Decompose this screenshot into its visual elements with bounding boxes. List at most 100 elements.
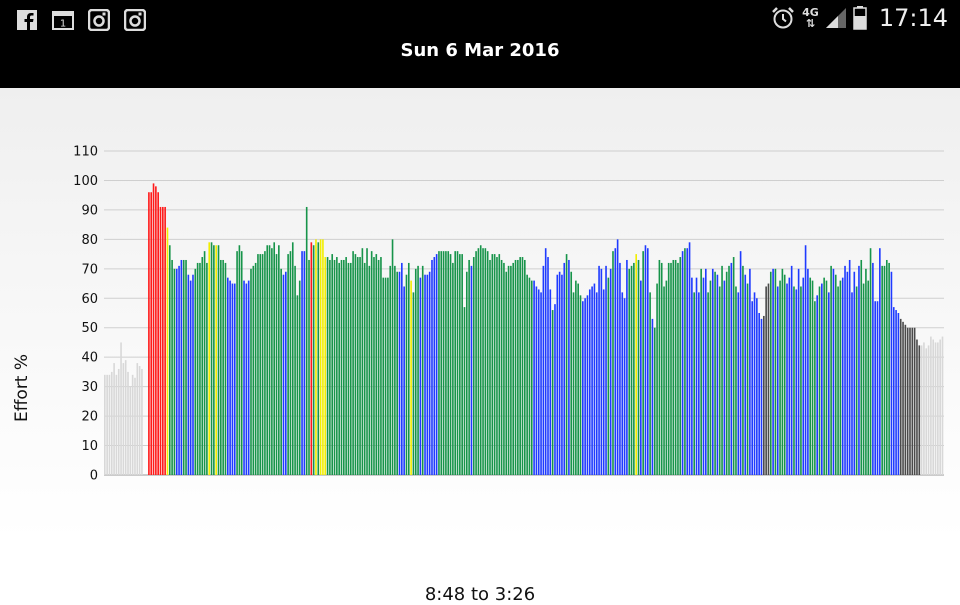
- bar: [746, 283, 749, 475]
- bar: [695, 277, 698, 475]
- bar: [660, 262, 663, 475]
- bar: [674, 259, 677, 475]
- bar: [653, 327, 656, 475]
- bar: [628, 268, 631, 475]
- bar: [844, 265, 846, 475]
- bar: [807, 268, 809, 475]
- bar: [496, 257, 498, 475]
- bar: [361, 248, 364, 475]
- bar: [210, 242, 213, 475]
- bar: [326, 257, 329, 475]
- bar: [296, 295, 299, 475]
- bar: [377, 259, 380, 475]
- bar: [380, 257, 382, 475]
- bar: [700, 268, 702, 475]
- bar: [356, 257, 359, 475]
- bar: [816, 295, 818, 475]
- bar: [865, 268, 867, 475]
- bar: [189, 280, 192, 475]
- bar: [113, 363, 115, 475]
- bar: [902, 321, 904, 475]
- bar: [131, 374, 134, 475]
- bar: [363, 262, 366, 475]
- bar: [786, 283, 788, 475]
- bar: [124, 360, 127, 475]
- bar: [201, 257, 204, 475]
- bar: [475, 251, 477, 475]
- bar: [317, 242, 320, 475]
- y-tick-label: 20: [81, 410, 98, 425]
- bar: [194, 268, 197, 475]
- bar: [336, 257, 338, 475]
- bar: [642, 251, 644, 475]
- bar: [765, 286, 767, 475]
- bar: [635, 254, 637, 475]
- y-tick-label: 100: [73, 174, 98, 189]
- bar: [698, 292, 700, 475]
- bar: [644, 245, 647, 475]
- bar: [435, 254, 438, 475]
- bar: [530, 280, 533, 475]
- bar: [284, 271, 287, 475]
- bar: [394, 265, 396, 475]
- bar: [623, 298, 626, 475]
- bar: [732, 257, 735, 475]
- bar: [486, 251, 489, 475]
- bar: [869, 248, 872, 475]
- bar: [749, 268, 751, 475]
- bar: [526, 274, 528, 475]
- bar: [479, 245, 482, 475]
- bar: [138, 366, 141, 475]
- bar: [767, 283, 770, 475]
- bar: [421, 265, 424, 475]
- bar: [305, 206, 308, 475]
- bar: [454, 251, 457, 475]
- bar: [809, 277, 812, 475]
- instagram-icon[interactable]: [124, 9, 146, 31]
- bar: [795, 289, 798, 475]
- bar: [324, 257, 327, 475]
- bar: [477, 248, 480, 475]
- bar: [920, 345, 923, 475]
- bar: [927, 345, 930, 475]
- effort-chart: 0 10 20 30 40 50 60 70 80 90 100 110: [73, 145, 944, 484]
- bar: [723, 280, 726, 475]
- bar: [607, 277, 610, 475]
- bar: [533, 280, 535, 475]
- bar: [739, 251, 742, 475]
- bar: [470, 265, 473, 475]
- bar: [909, 327, 911, 475]
- bar: [862, 283, 865, 475]
- bar: [428, 271, 431, 475]
- bar: [110, 371, 113, 475]
- bar: [823, 277, 825, 475]
- bar: [129, 386, 132, 475]
- network-indicator: 4G ⇅: [802, 7, 819, 29]
- bar: [122, 363, 125, 475]
- calendar-icon[interactable]: 1: [52, 9, 74, 31]
- bar: [897, 313, 900, 475]
- bar: [417, 265, 419, 475]
- bar: [686, 248, 689, 475]
- bar: [725, 271, 728, 475]
- facebook-icon[interactable]: [16, 9, 38, 31]
- y-tick-label: 90: [81, 203, 98, 218]
- bar: [213, 245, 215, 475]
- bar: [424, 274, 426, 475]
- bar: [468, 259, 470, 475]
- bar: [433, 257, 436, 475]
- bar: [626, 259, 628, 475]
- bar: [505, 271, 508, 475]
- bar: [800, 286, 802, 475]
- bar: [544, 248, 547, 475]
- instagram-icon[interactable]: [88, 9, 110, 31]
- bar: [187, 274, 190, 475]
- bar: [561, 274, 563, 475]
- bar: [851, 292, 853, 475]
- bar: [834, 274, 837, 475]
- y-tick-label: 80: [81, 233, 98, 248]
- bar: [352, 251, 354, 475]
- clock: 17:14: [878, 4, 948, 32]
- bar: [396, 271, 398, 475]
- bar: [240, 251, 243, 475]
